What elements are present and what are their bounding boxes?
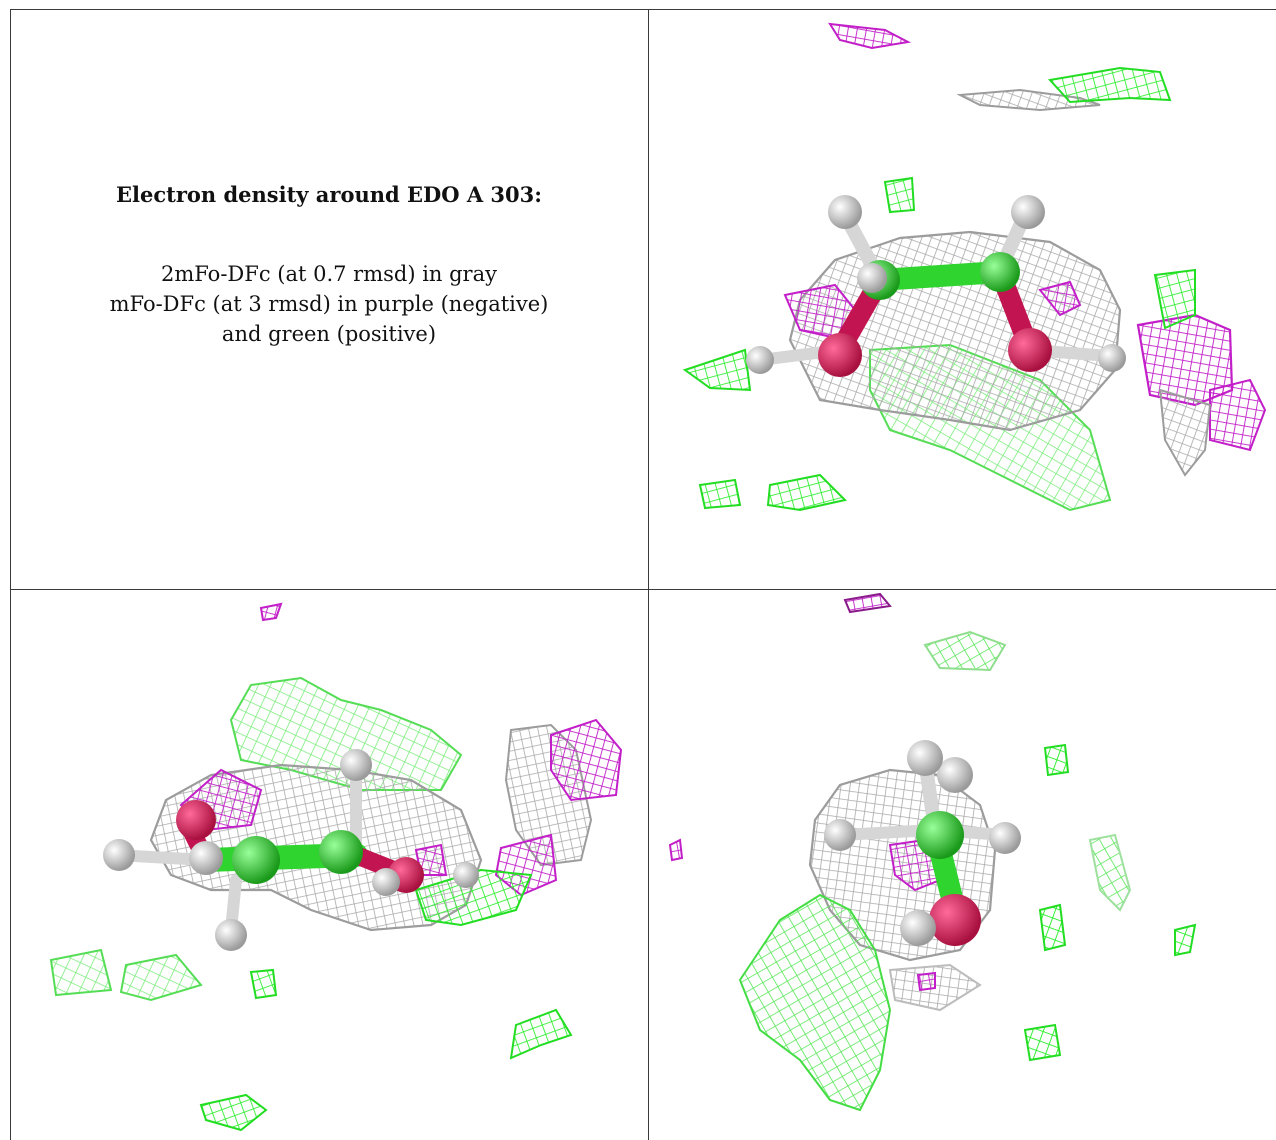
legend-line-negative: mFo-DFc (at 3 rmsd) in purple (negative) <box>109 292 549 316</box>
caption-cell: Electron density around EDO A 303: 2mFo-… <box>10 10 648 588</box>
figure-title: Electron density around EDO A 303: <box>115 182 543 207</box>
table-top-border <box>10 9 1276 10</box>
table-left-border <box>10 9 11 1140</box>
electron-density-mesh-icon <box>49 602 623 1132</box>
density-panel-bottom-right <box>650 590 1276 1140</box>
table-middle-divider <box>10 589 1276 590</box>
legend-block: 2mFo-DFc (at 0.7 rmsd) in gray mFo-DFc (… <box>110 259 549 349</box>
legend-line-gray: 2mFo-DFc (at 0.7 rmsd) in gray <box>160 262 497 286</box>
density-panel-top-right <box>650 10 1276 588</box>
table-center-divider <box>648 9 649 1140</box>
electron-density-mesh-icon <box>668 592 1197 1112</box>
electron-density-mesh-icon <box>682 22 1267 512</box>
legend-line-positive: and green (positive) <box>221 322 437 346</box>
density-panel-bottom-left <box>11 590 647 1140</box>
